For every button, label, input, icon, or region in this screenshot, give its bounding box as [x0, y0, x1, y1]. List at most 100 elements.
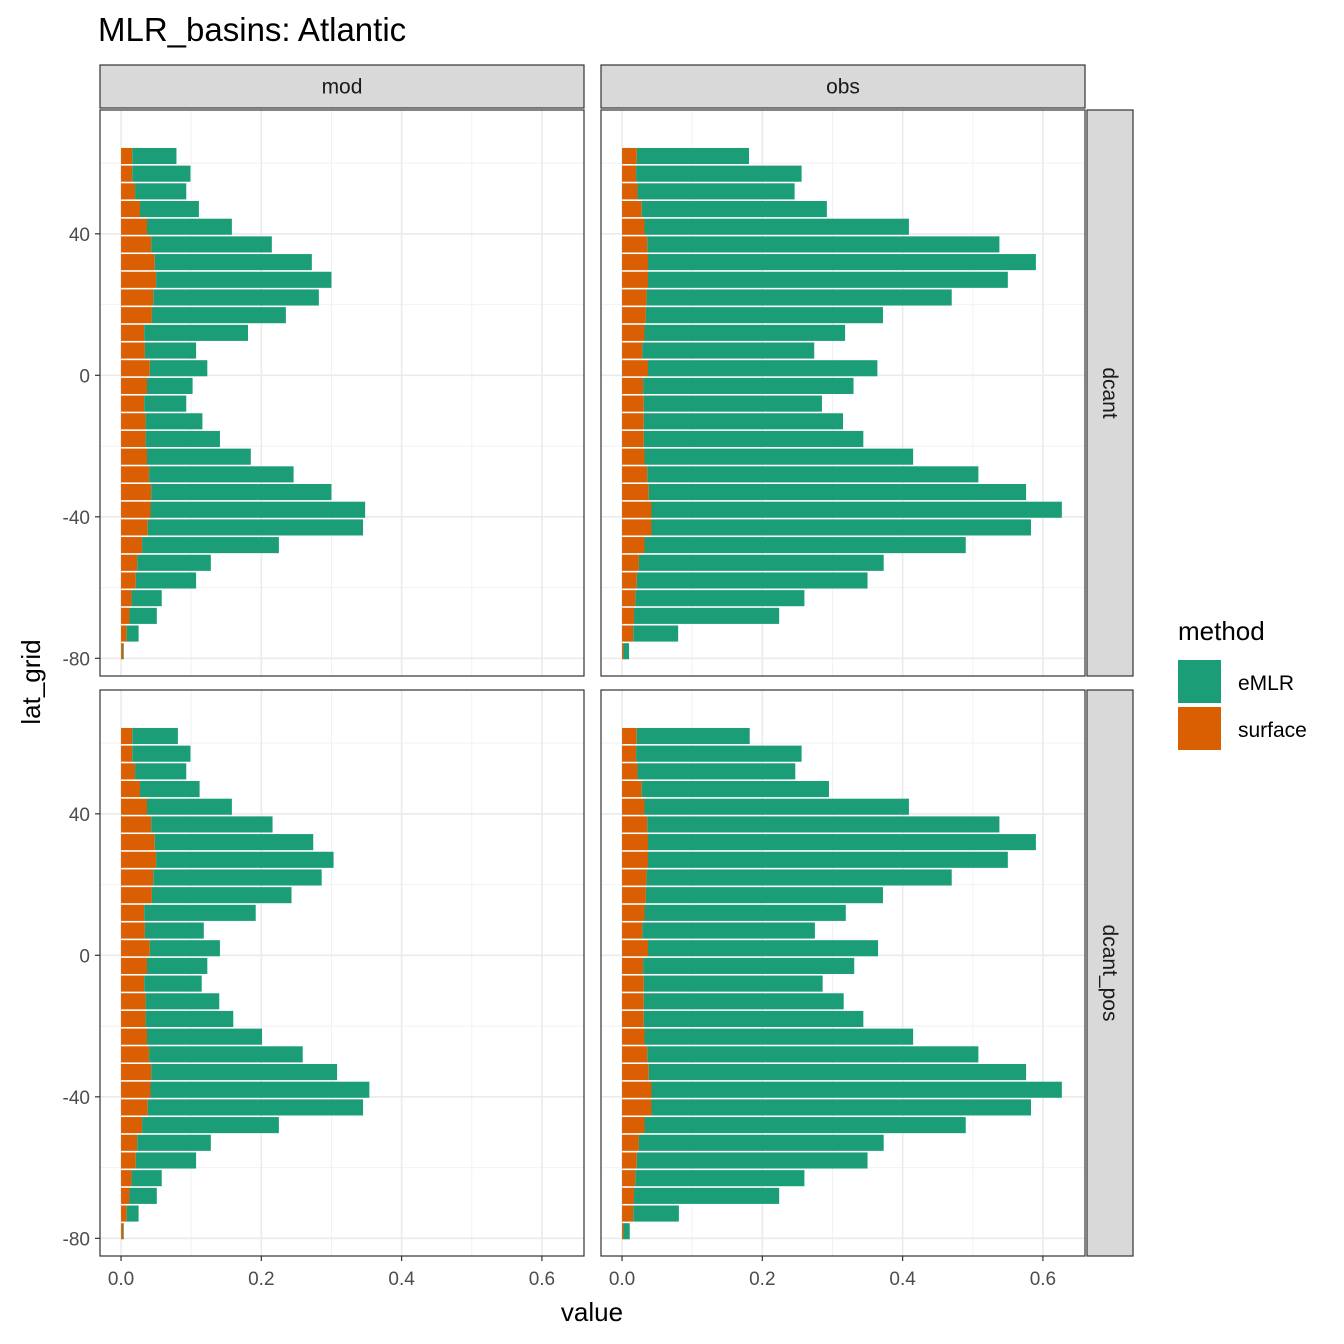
- legend-key-emlr: [1178, 660, 1221, 703]
- bar-emlr: [635, 590, 805, 607]
- bar-surface: [622, 165, 637, 182]
- bar-surface: [622, 922, 643, 939]
- bar-surface: [121, 342, 145, 359]
- bar-emlr: [135, 1152, 197, 1169]
- bar-emlr: [149, 466, 294, 483]
- bar-surface: [121, 1117, 143, 1134]
- bar-emlr: [151, 887, 292, 904]
- bar-surface: [121, 236, 152, 253]
- bar-emlr: [146, 798, 232, 815]
- bar-surface: [121, 572, 136, 589]
- bar-emlr: [644, 904, 846, 921]
- bar-surface: [622, 413, 644, 430]
- bar-emlr: [643, 413, 843, 430]
- bar-surface: [121, 1010, 146, 1028]
- bar-surface: [622, 289, 647, 306]
- bar-surface: [121, 1223, 124, 1240]
- bar-emlr: [636, 745, 802, 762]
- bar-emlr: [651, 1099, 1031, 1116]
- bar-emlr: [132, 745, 191, 762]
- bar-emlr: [151, 816, 273, 833]
- bar-emlr: [633, 625, 679, 642]
- bar-emlr: [643, 377, 854, 394]
- bar-emlr: [153, 289, 319, 306]
- bar-emlr: [647, 466, 979, 483]
- bar-surface: [622, 501, 652, 518]
- bar-emlr: [132, 165, 191, 182]
- panel-mod-dcant_pos: -80 -40 0 40 0.0 0.2 0.4 0.6: [63, 689, 585, 1290]
- bar-surface: [622, 851, 648, 868]
- bar-surface: [622, 466, 648, 483]
- bar-emlr: [641, 201, 827, 218]
- bar-surface: [121, 940, 150, 957]
- bar-surface: [622, 324, 645, 341]
- bar-surface: [121, 218, 147, 235]
- y-tick-label: 40: [69, 225, 90, 246]
- y-tick-label: -80: [63, 649, 90, 670]
- facet-panels: mod obs dcant dcant_pos -80 -40 0 40 -80 -40 0 40 0.…: [63, 64, 1134, 1290]
- facet-strip-label-mod: mod: [322, 76, 363, 99]
- bar-surface: [121, 607, 130, 624]
- bar-emlr: [636, 165, 802, 182]
- facet-strip-dcant: [1086, 109, 1134, 677]
- chart-title: MLR_basins: Atlantic: [98, 11, 406, 48]
- bar-emlr: [633, 607, 780, 624]
- panel-obs-dcant: [600, 109, 1086, 677]
- bar-emlr: [145, 1010, 234, 1028]
- bar-emlr: [646, 289, 952, 306]
- bar-surface: [622, 254, 648, 271]
- bar-surface: [121, 763, 136, 780]
- bar-emlr: [146, 957, 208, 974]
- bar-emlr: [643, 975, 823, 992]
- bar-surface: [622, 147, 637, 165]
- bar-emlr: [139, 781, 200, 798]
- bar-emlr: [623, 1223, 630, 1240]
- bar-surface: [622, 1028, 645, 1045]
- bar-surface: [622, 1117, 645, 1134]
- bar-emlr: [147, 519, 364, 536]
- bar-emlr: [651, 1081, 1062, 1098]
- bar-emlr: [647, 940, 879, 957]
- legend: method eMLR surface: [1178, 616, 1307, 750]
- panel-obs-dcant_pos: 0.0 0.2 0.4 0.6: [600, 689, 1086, 1290]
- bar-emlr: [145, 430, 220, 448]
- bar-surface: [121, 1205, 127, 1222]
- bar-surface: [121, 147, 133, 165]
- bar-emlr: [647, 1046, 979, 1063]
- bar-surface: [121, 625, 127, 642]
- x-tick-label: 0.2: [248, 1269, 274, 1290]
- bar-emlr: [644, 798, 909, 815]
- bar-emlr: [146, 1028, 263, 1045]
- panel-border: [600, 109, 1086, 677]
- bar-surface: [622, 1099, 652, 1116]
- bar-emlr: [123, 643, 124, 660]
- bar-surface: [121, 165, 133, 182]
- bar-surface: [622, 448, 645, 465]
- bar-surface: [622, 572, 637, 589]
- bar-emlr: [153, 869, 322, 886]
- bar-surface: [121, 816, 152, 833]
- bar-emlr: [146, 218, 232, 235]
- bar-emlr: [636, 572, 868, 589]
- bar-emlr: [142, 1117, 279, 1134]
- bar-surface: [121, 834, 155, 851]
- bar-emlr: [156, 271, 332, 288]
- bar-surface: [622, 869, 647, 886]
- bar-surface: [121, 1081, 151, 1098]
- bar-surface: [121, 271, 157, 288]
- bar-surface: [121, 466, 150, 483]
- bar-surface: [121, 904, 145, 921]
- bar-surface: [622, 377, 644, 394]
- bar-emlr: [644, 448, 914, 465]
- bar-emlr: [131, 590, 162, 607]
- bar-emlr: [146, 448, 251, 465]
- bar-emlr: [644, 324, 846, 341]
- bar-emlr: [137, 554, 211, 571]
- bar-emlr: [642, 922, 815, 939]
- bar-emlr: [636, 1152, 868, 1169]
- bar-surface: [121, 922, 145, 939]
- bar-surface: [121, 1152, 136, 1169]
- bar-surface: [622, 519, 652, 536]
- bar-surface: [622, 957, 644, 974]
- bar-surface: [121, 1134, 138, 1151]
